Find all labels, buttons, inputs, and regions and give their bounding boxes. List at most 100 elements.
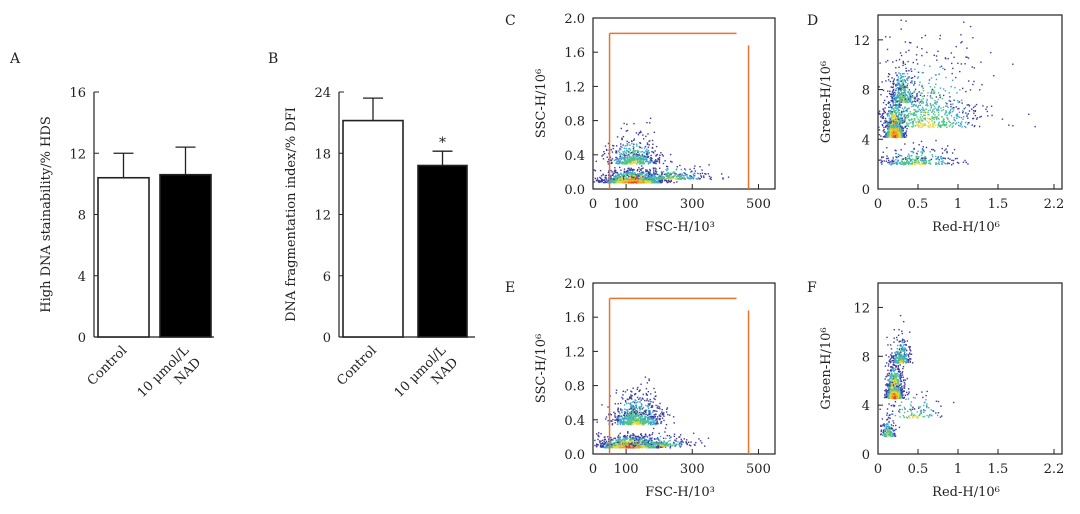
- point: [929, 123, 931, 126]
- point: [896, 163, 899, 165]
- point: [624, 181, 627, 184]
- point: [611, 438, 613, 441]
- point: [971, 108, 973, 110]
- point: [692, 173, 695, 175]
- point: [652, 181, 654, 183]
- point: [910, 95, 912, 98]
- point: [887, 125, 890, 128]
- point: [701, 169, 703, 171]
- point: [888, 130, 890, 133]
- point: [920, 140, 923, 143]
- point: [935, 96, 938, 98]
- point: [888, 131, 891, 133]
- point: [897, 116, 900, 118]
- y-tick-label: 24: [314, 86, 331, 101]
- point: [903, 120, 906, 122]
- point: [623, 181, 626, 184]
- y-tick-label: 4: [862, 133, 870, 148]
- point: [927, 109, 930, 112]
- point: [918, 156, 920, 158]
- point: [658, 178, 661, 180]
- point: [937, 108, 940, 110]
- point: [651, 173, 653, 176]
- point: [693, 167, 695, 170]
- point: [920, 162, 923, 165]
- point: [888, 119, 891, 121]
- point: [878, 113, 880, 115]
- point: [931, 89, 933, 91]
- point: [890, 120, 892, 123]
- point: [931, 91, 933, 93]
- point: [642, 178, 644, 181]
- point: [895, 122, 897, 125]
- point: [617, 173, 619, 175]
- point: [904, 41, 907, 43]
- point: [626, 129, 629, 132]
- point: [897, 153, 900, 156]
- point: [901, 158, 903, 161]
- point: [911, 93, 913, 95]
- point: [902, 100, 904, 102]
- point: [894, 149, 896, 152]
- point: [642, 181, 645, 183]
- point: [593, 169, 596, 171]
- point: [600, 443, 603, 445]
- point: [891, 91, 894, 93]
- point: [892, 61, 894, 63]
- point: [897, 107, 899, 109]
- point: [913, 159, 916, 162]
- point: [643, 176, 646, 178]
- point: [606, 156, 608, 158]
- point: [921, 85, 923, 88]
- point: [905, 116, 907, 118]
- point: [636, 169, 639, 172]
- point: [641, 171, 643, 173]
- point: [928, 79, 931, 82]
- point: [944, 113, 946, 116]
- point: [912, 112, 915, 114]
- point: [596, 177, 599, 179]
- point: [616, 174, 619, 176]
- point: [935, 103, 937, 105]
- point: [640, 181, 643, 184]
- point: [619, 147, 621, 150]
- point: [909, 160, 912, 162]
- point: [626, 144, 628, 147]
- point: [643, 162, 645, 165]
- point: [956, 157, 958, 160]
- point: [895, 59, 898, 62]
- point: [653, 175, 655, 177]
- point: [634, 160, 637, 162]
- point: [905, 67, 907, 70]
- point: [606, 446, 608, 449]
- point: [918, 126, 920, 128]
- point: [928, 117, 930, 120]
- x-axis-label: Red-H/10⁶: [932, 220, 1000, 235]
- point: [654, 167, 656, 169]
- point: [905, 130, 908, 132]
- point: [668, 173, 670, 175]
- point: [617, 177, 620, 179]
- point: [894, 91, 896, 94]
- point: [624, 177, 627, 179]
- point: [690, 175, 692, 178]
- point: [921, 116, 924, 118]
- point: [684, 174, 687, 176]
- point: [611, 161, 613, 164]
- point: [903, 133, 905, 136]
- point: [613, 442, 616, 444]
- point: [661, 178, 663, 180]
- y-tick-label: 2.0: [564, 12, 585, 27]
- point: [660, 442, 662, 444]
- point: [626, 436, 628, 439]
- point: [923, 123, 925, 126]
- point: [603, 150, 605, 153]
- point: [892, 90, 894, 92]
- point: [924, 162, 926, 165]
- x-category-label: 10 μmol/LNAD: [135, 343, 205, 413]
- point: [942, 119, 944, 122]
- point: [887, 132, 890, 134]
- bar-control: [97, 176, 150, 338]
- point: [914, 88, 917, 91]
- point: [903, 161, 905, 164]
